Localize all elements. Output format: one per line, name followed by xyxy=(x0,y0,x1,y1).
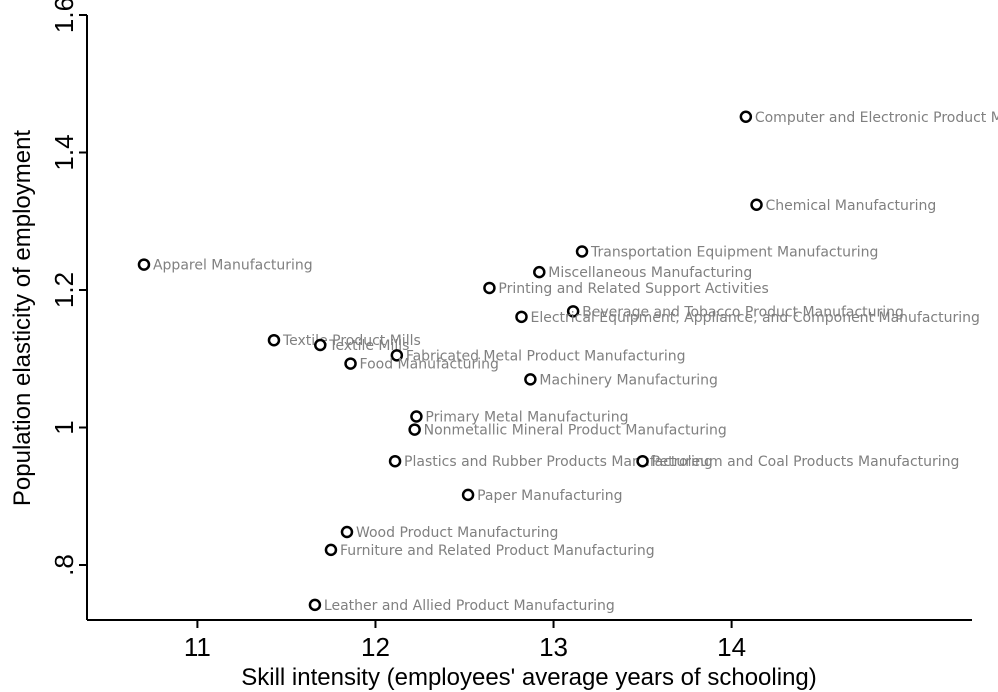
data-point xyxy=(340,525,354,539)
x-axis-title: Skill intensity (employees' average year… xyxy=(241,664,817,691)
y-axis-title: Population elasticity of employment xyxy=(9,130,36,507)
point-label: Transportation Equipment Manufacturing xyxy=(590,245,878,261)
point-label: Primary Metal Manufacturing xyxy=(425,410,628,426)
data-point xyxy=(461,488,475,502)
point-label: Miscellaneous Manufacturing xyxy=(548,265,752,281)
point-label: Electrical Equipment, Appliance, and Com… xyxy=(530,310,979,326)
data-point xyxy=(308,598,322,612)
data-point xyxy=(390,349,404,362)
data-point xyxy=(750,198,763,211)
y-tick-label: .8 xyxy=(49,554,79,576)
data-point xyxy=(324,543,338,557)
point-label: Paper Manufacturing xyxy=(477,488,622,504)
point-label: Textile Mills xyxy=(328,338,409,354)
point-label: Furniture and Related Product Manufactur… xyxy=(340,543,655,559)
x-tick-label: 12 xyxy=(361,632,390,662)
point-label: Computer and Electronic Product Manufact… xyxy=(755,110,998,126)
point-label: Petroleum and Coal Products Manufacturin… xyxy=(652,454,960,470)
point-label: Wood Product Manufacturing xyxy=(356,525,558,541)
x-tick-label: 11 xyxy=(184,632,211,662)
data-point xyxy=(267,333,281,347)
ticks-group: 11 12 13 14 .8 1 1.2 1.4 1.6 xyxy=(49,0,746,662)
data-point xyxy=(739,110,753,123)
points-group: Computer and Electronic Product Manufact… xyxy=(137,110,998,614)
y-tick-label: 1.2 xyxy=(49,272,79,308)
point-label: Plastics and Rubber Products Manufacturi… xyxy=(404,454,713,470)
data-point xyxy=(515,310,528,324)
point-label: Nonmetallic Mineral Product Manufacturin… xyxy=(424,423,727,439)
point-label: Leather and Allied Product Manufacturing xyxy=(324,598,615,614)
y-tick-label: 1.6 xyxy=(49,0,79,33)
point-label: Apparel Manufacturing xyxy=(153,258,313,274)
data-point xyxy=(137,258,151,271)
data-point xyxy=(388,454,402,468)
data-point xyxy=(533,265,546,279)
data-point xyxy=(575,245,589,258)
data-point xyxy=(410,410,423,423)
y-tick-label: 1 xyxy=(49,420,79,434)
point-label: Printing and Related Support Activities xyxy=(498,281,768,297)
x-tick-label: 13 xyxy=(539,632,568,662)
data-point xyxy=(566,305,580,318)
y-tick-label: 1.4 xyxy=(49,134,79,170)
point-label: Machinery Manufacturing xyxy=(539,372,717,388)
data-point xyxy=(483,281,496,295)
point-label: Fabricated Metal Product Manufacturing xyxy=(406,348,686,364)
x-tick-label: 14 xyxy=(717,632,746,662)
data-point xyxy=(636,454,649,468)
point-label: Food Manufacturing xyxy=(360,357,499,373)
data-point xyxy=(408,423,421,436)
point-label: Beverage and Tobacco Product Manufacturi… xyxy=(582,304,904,320)
data-point xyxy=(314,338,327,352)
point-label: Chemical Manufacturing xyxy=(766,198,937,214)
data-point xyxy=(344,357,357,370)
data-point xyxy=(524,373,537,386)
